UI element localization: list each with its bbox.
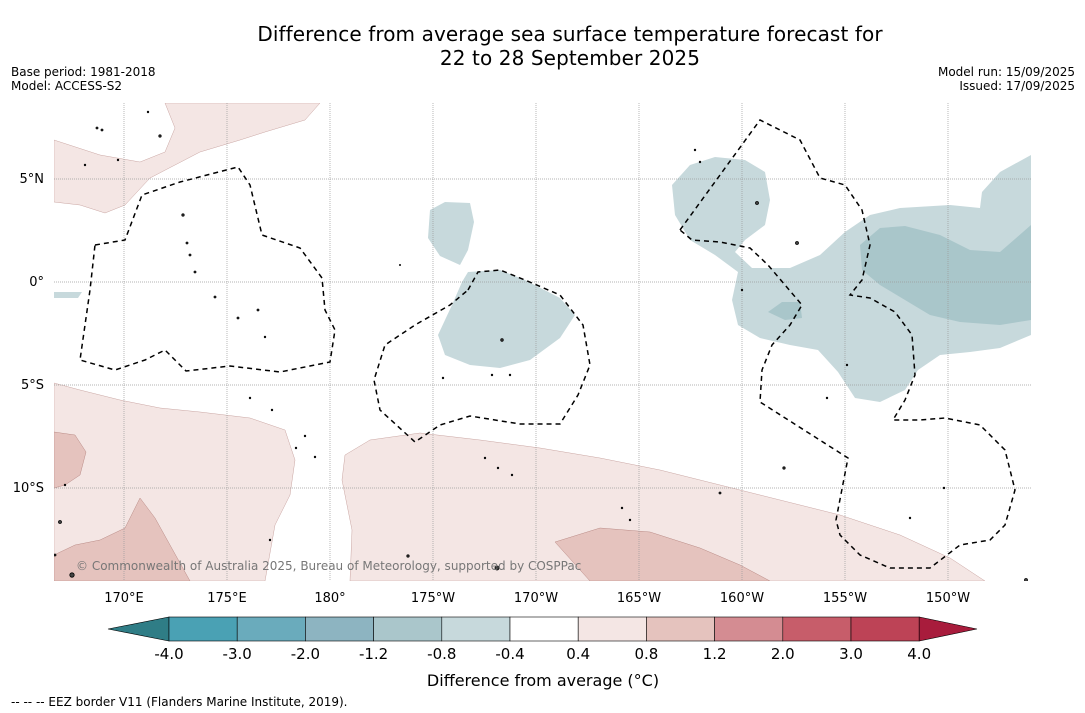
colorbar-segment [850, 616, 920, 642]
meta-left: Base period: 1981-2018 Model: ACCESS-S2 [11, 65, 156, 93]
lat-label: 0° [29, 275, 44, 290]
colorbar-tick-label: 0.4 [566, 645, 590, 663]
colorbar-tick-label: -3.0 [223, 645, 252, 663]
warm-anomaly-region [54, 382, 296, 581]
lon-label: 175°W [411, 591, 455, 606]
colorbar-tick-label: -1.2 [359, 645, 388, 663]
map-title: Difference from average sea surface temp… [0, 22, 1085, 70]
lat-label: 10°S [13, 481, 44, 496]
colorbar-tick-label: -0.4 [495, 645, 524, 663]
model-name: Model: ACCESS-S2 [11, 79, 123, 93]
colorbar-segment [441, 616, 511, 642]
colorbar-tick-label: 1.2 [703, 645, 727, 663]
colorbar-tick-label: 2.0 [771, 645, 795, 663]
lat-label: 5°N [20, 172, 45, 187]
colorbar-segment [782, 616, 852, 642]
title-line-1: Difference from average sea surface temp… [257, 22, 883, 46]
lon-label: 160°W [720, 591, 764, 606]
cool-anomaly-region [54, 292, 82, 298]
colorbar-segment [168, 616, 238, 642]
model-run: Model run: 15/09/2025 [937, 65, 1075, 79]
issued-date: Issued: 17/09/2025 [959, 79, 1075, 93]
colorbar-segment [577, 616, 647, 642]
cool-anomaly-region [428, 202, 474, 265]
colorbar-tick-label: -4.0 [154, 645, 183, 663]
eez-border-phoenix [373, 269, 591, 443]
graticule [54, 103, 1031, 581]
colorbar-tick-label: 0.8 [634, 645, 658, 663]
colorbar-label: Difference from average (°C) [427, 671, 659, 690]
colorbar-segment [373, 616, 443, 642]
colorbar-tick-label: 4.0 [907, 645, 931, 663]
colorbar-tick-label: -2.0 [291, 645, 320, 663]
lon-label: 155°W [823, 591, 867, 606]
eez-border-tuvalu [79, 166, 336, 373]
map-panel: © Commonwealth of Australia 2025, Bureau… [54, 103, 1031, 581]
cool-anomaly-region [672, 155, 1031, 402]
lon-label: 165°W [617, 591, 661, 606]
anomaly-fields [54, 103, 1031, 581]
colorbar-segment [305, 616, 374, 642]
longitude-labels: 170°E 175°E 180° 175°W 170°W 165°W 160°W… [104, 591, 970, 606]
eez-border-line-islands [678, 119, 1016, 569]
warm-anomaly-core [54, 497, 191, 581]
colorbar-extend-high [918, 616, 978, 642]
colorbar-segment [236, 616, 306, 642]
colorbar-segment [509, 616, 579, 642]
colorbar-tick-label: 3.0 [839, 645, 863, 663]
cool-anomaly-region [438, 270, 575, 368]
lon-label: 170°E [104, 591, 144, 606]
lon-label: 150°W [926, 591, 970, 606]
meta-right: Model run: 15/09/2025 Issued: 17/09/2025 [938, 65, 1075, 93]
latitude-labels: 5°N 0° 5°S 10°S [13, 172, 44, 496]
base-period: Base period: 1981-2018 [11, 65, 156, 79]
warm-anomaly-core [54, 431, 87, 489]
warm-anomaly-region [341, 432, 986, 581]
lat-label: 5°S [21, 378, 44, 393]
colorbar-segment [714, 616, 784, 642]
colorbar-tick-label: -0.8 [427, 645, 456, 663]
lon-label: 175°E [207, 591, 247, 606]
islands [54, 110, 1028, 581]
title-line-2: 22 to 28 September 2025 [439, 46, 701, 70]
copyright-credit: © Commonwealth of Australia 2025, Bureau… [76, 559, 581, 573]
lon-label: 180° [314, 591, 345, 606]
lon-label: 170°W [514, 591, 558, 606]
warm-anomaly-region [54, 103, 321, 214]
colorbar-segment [646, 616, 715, 642]
colorbar-ticks: -4.0 -3.0 -2.0 -1.2 -0.8 -0.4 0.4 0.8 1.2 2.0 3.0 4… [154, 645, 931, 663]
warm-anomaly-core [554, 527, 771, 581]
eez-borders [79, 119, 1016, 569]
cool-anomaly-core [768, 302, 802, 320]
colorbar-extend-low [107, 616, 170, 642]
cool-anomaly-core [860, 225, 1031, 325]
colorbar [107, 616, 978, 642]
eez-legend-note: -- -- -- EEZ border V11 (Flanders Marine… [11, 695, 348, 709]
